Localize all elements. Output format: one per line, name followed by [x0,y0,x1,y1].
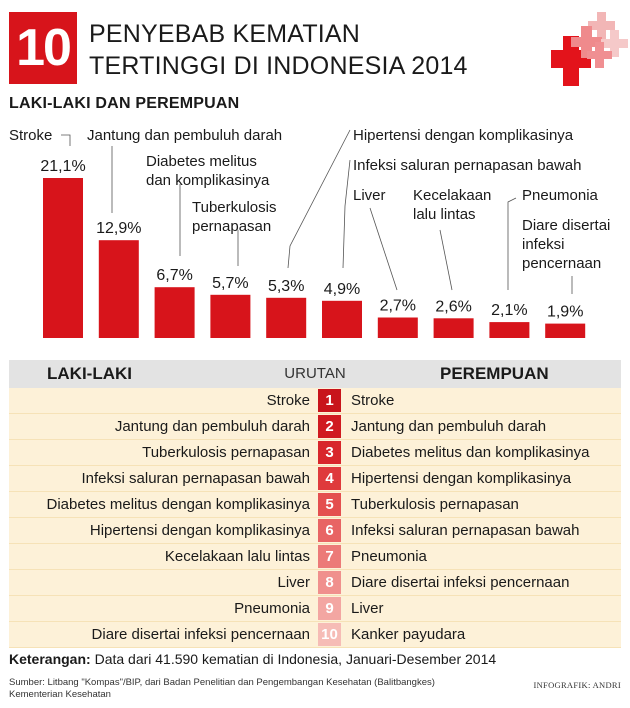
male-cause: Liver [277,574,310,591]
category-label-5: Hipertensi dengan komplikasinya [353,127,574,144]
rank-badge: 6 [318,519,341,542]
table-row: Hipertensi dengan komplikasinya 6 Infeksi … [9,518,621,544]
connector-line-8 [439,229,453,291]
value-label-10: 1,9% [547,304,583,321]
male-cause: Diare disertai infeksi pencernaan [91,626,310,643]
bar-3 [154,287,195,338]
table-row: Infeksi saluran pernapasan bawah 4 Hiperte… [9,466,621,492]
note: Keterangan: Data dari 41.590 kematian di… [9,651,496,667]
rank-badge: 2 [318,415,341,438]
connector-line-9 [507,197,517,290]
rank-badge: 4 [318,467,341,490]
title-line-1: PENYEBAB KEMATIAN [89,20,361,48]
title-line-2: TERTINGGI DI INDONESIA 2014 [89,52,468,80]
value-label-3: 6,7% [156,267,192,284]
table-row: Pneumonia 9 Liver [9,596,621,622]
value-label-6: 4,9% [324,281,360,298]
category-label-1: Stroke [9,127,52,144]
bar-4 [210,294,251,338]
rank-badge: 3 [318,441,341,464]
chart-subtitle: LAKI-LAKI DAN PEREMPUAN [9,95,240,112]
female-cause: Hipertensi dengan komplikasinya [351,470,572,487]
category-label-7: Liver [353,187,386,204]
connector-line-5 [287,129,351,269]
title-number-badge: 10 [9,12,77,84]
rank-badge: 9 [318,597,341,620]
note-text: Data dari 41.590 kematian di Indonesia, … [94,651,497,667]
value-label-2: 12,9% [96,220,141,237]
bar-7 [377,317,418,338]
bar-2 [98,240,139,338]
table-row: Kecelakaan lalu lintas 7 Pneumonia [9,544,621,570]
ranking-table: Stroke 1 Stroke Jantung dan pembuluh darah 2… [9,388,621,648]
note-label: Keterangan: [9,651,91,667]
male-cause: Hipertensi dengan komplikasinya [89,522,310,539]
bar-chart: 21,1% 12,9% 6,7% 5,7% 5,3% 4,9% 2,7% 2,6% 2,1% 1,… [9,127,610,338]
connector-line-6 [342,159,351,269]
category-label-2: Jantung dan pembuluh darah [87,127,282,144]
value-label-9: 2,1% [491,302,527,319]
table-row: Stroke 1 Stroke [9,388,621,414]
connector-line-7 [369,207,398,291]
category-label-6: Infeksi saluran pernapasan bawah [353,157,582,174]
male-cause: Tuberkulosis pernapasan [142,444,310,461]
female-cause: Diabetes melitus dan komplikasinya [351,444,590,461]
category-label-8: Kecelakaan lalu lintas [413,187,491,223]
header: 10 PENYEBAB KEMATIAN TERTINGGI DI INDONE… [9,12,628,86]
value-label-1: 21,1% [40,158,85,175]
category-label-10: Diare disertai infeksi pencernaan [522,217,610,272]
red-cross-cluster-icon [551,12,628,86]
category-label-4: Tuberkulosis pernapasan [192,199,276,235]
male-cause: Jantung dan pembuluh darah [114,418,310,435]
value-label-8: 2,6% [435,298,471,315]
table-row: Liver 8 Diare disertai infeksi pencernaan [9,570,621,596]
source: Sumber: Litbang "Kompas"/BIP, dari Badan… [9,677,479,701]
header-female: PEREMPUAN [440,364,549,383]
female-cause: Tuberkulosis pernapasan [351,496,519,513]
bar-9 [489,322,530,338]
bar-8 [433,318,474,338]
female-cause: Liver [351,600,384,617]
table-header: LAKI-LAKI URUTAN PEREMPUAN [9,360,621,388]
female-cause: Jantung dan pembuluh darah [351,418,547,435]
category-label-3: Diabetes melitus dan komplikasinya [146,153,270,189]
bar-5 [266,297,307,338]
table-row: Diabetes melitus dengan komplikasinya 5 Tu… [9,492,621,518]
male-cause: Pneumonia [234,600,310,617]
value-label-5: 5,3% [268,278,304,295]
credit: INFOGRAFIK: ANDRI [533,680,621,690]
table-row: Tuberkulosis pernapasan 3 Diabetes melitus… [9,440,621,466]
female-cause: Kanker payudara [351,626,466,643]
source-line-2: Kementerian Kesehatan [9,689,111,700]
male-cause: Kecelakaan lalu lintas [164,548,310,565]
female-cause: Diare disertai infeksi pencernaan [351,574,570,591]
bar-6 [322,300,362,338]
value-label-4: 5,7% [212,275,248,292]
header-male: LAKI-LAKI [47,364,132,383]
rank-badge: 10 [318,623,341,646]
female-cause: Infeksi saluran pernapasan bawah [351,522,580,539]
rank-badge: 5 [318,493,341,516]
rank-badge: 7 [318,545,341,568]
rank-badge: 8 [318,571,341,594]
rank-badge: 1 [318,389,341,412]
male-cause: Diabetes melitus dengan komplikasinya [46,496,310,513]
header-rank: URUTAN [284,365,346,382]
female-cause: Stroke [351,392,395,409]
female-cause: Pneumonia [351,548,427,565]
bar-10 [545,323,586,338]
male-cause: Infeksi saluran pernapasan bawah [81,470,311,487]
male-cause: Stroke [266,392,310,409]
connector-line-1 [61,134,71,146]
bar-1 [43,178,83,338]
source-line-1: Sumber: Litbang "Kompas"/BIP, dari Badan… [9,677,435,688]
table-row: Jantung dan pembuluh darah 2 Jantung dan p… [9,414,621,440]
table-row: Diare disertai infeksi pencernaan 10 Kanke… [9,622,621,648]
value-label-7: 2,7% [380,298,416,315]
category-label-9: Pneumonia [522,187,599,204]
